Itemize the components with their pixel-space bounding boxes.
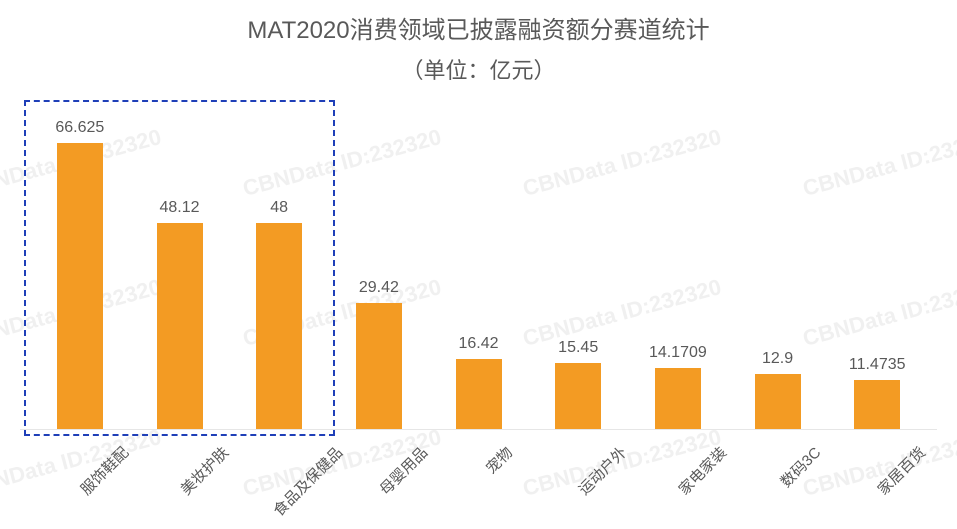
bar-value: 15.45 bbox=[558, 339, 598, 357]
label-group: 运动户外 bbox=[528, 434, 628, 455]
bar-group: 11.4735 bbox=[827, 100, 927, 429]
category-label: 家居百货 bbox=[873, 442, 930, 499]
label-group: 美妆护肤 bbox=[130, 434, 230, 455]
bar-value: 29.42 bbox=[359, 279, 399, 297]
chart-title: MAT2020消费领域已披露融资额分赛道统计 bbox=[0, 0, 957, 45]
bar-value: 48 bbox=[270, 199, 288, 217]
category-label: 食品及保健品 bbox=[269, 442, 347, 520]
labels-container: 服饰鞋配美妆护肤食品及保健品母婴用品宠物运动户外家电家装数码3C家居百货 bbox=[20, 434, 937, 455]
bar-rect bbox=[755, 374, 801, 429]
bar-value: 12.9 bbox=[762, 350, 793, 368]
bar-value: 16.42 bbox=[459, 335, 499, 353]
chart-area: 66.625 48.12 48 29.42 16.42 15.45 14.1709 12.9 1… bbox=[20, 100, 937, 509]
category-label: 美妆护肤 bbox=[175, 442, 232, 499]
bar-value: 14.1709 bbox=[649, 344, 707, 362]
label-group: 家居百货 bbox=[827, 434, 927, 455]
bar-rect bbox=[57, 143, 103, 429]
bar-rect bbox=[854, 380, 900, 429]
label-group: 服饰鞋配 bbox=[30, 434, 130, 455]
label-group: 家电家装 bbox=[628, 434, 728, 455]
bar-rect bbox=[655, 368, 701, 429]
bar-rect bbox=[157, 223, 203, 429]
bar-group: 66.625 bbox=[30, 100, 130, 429]
bar-rect bbox=[356, 303, 402, 429]
chart-subtitle: （单位：亿元） bbox=[0, 53, 957, 85]
bar-value: 66.625 bbox=[55, 119, 104, 137]
label-group: 数码3C bbox=[728, 434, 828, 455]
bars-container: 66.625 48.12 48 29.42 16.42 15.45 14.1709 12.9 1… bbox=[20, 100, 937, 430]
category-label: 数码3C bbox=[775, 442, 825, 492]
bar-group: 12.9 bbox=[728, 100, 828, 429]
category-label: 家电家装 bbox=[673, 442, 730, 499]
bar-group: 48 bbox=[229, 100, 329, 429]
bar-group: 15.45 bbox=[528, 100, 628, 429]
bar-group: 16.42 bbox=[429, 100, 529, 429]
bar-value: 11.4735 bbox=[849, 356, 906, 374]
label-group: 母婴用品 bbox=[329, 434, 429, 455]
bar-rect bbox=[256, 223, 302, 429]
label-group: 食品及保健品 bbox=[229, 434, 329, 455]
category-label: 母婴用品 bbox=[374, 442, 431, 499]
bar-value: 48.12 bbox=[159, 199, 199, 217]
category-label: 服饰鞋配 bbox=[75, 442, 132, 499]
bar-group: 14.1709 bbox=[628, 100, 728, 429]
label-group: 宠物 bbox=[429, 434, 529, 455]
category-label: 运动户外 bbox=[574, 442, 631, 499]
bar-rect bbox=[555, 363, 601, 429]
category-label: 宠物 bbox=[480, 442, 516, 478]
bar-rect bbox=[456, 359, 502, 429]
bar-group: 29.42 bbox=[329, 100, 429, 429]
bar-group: 48.12 bbox=[130, 100, 230, 429]
